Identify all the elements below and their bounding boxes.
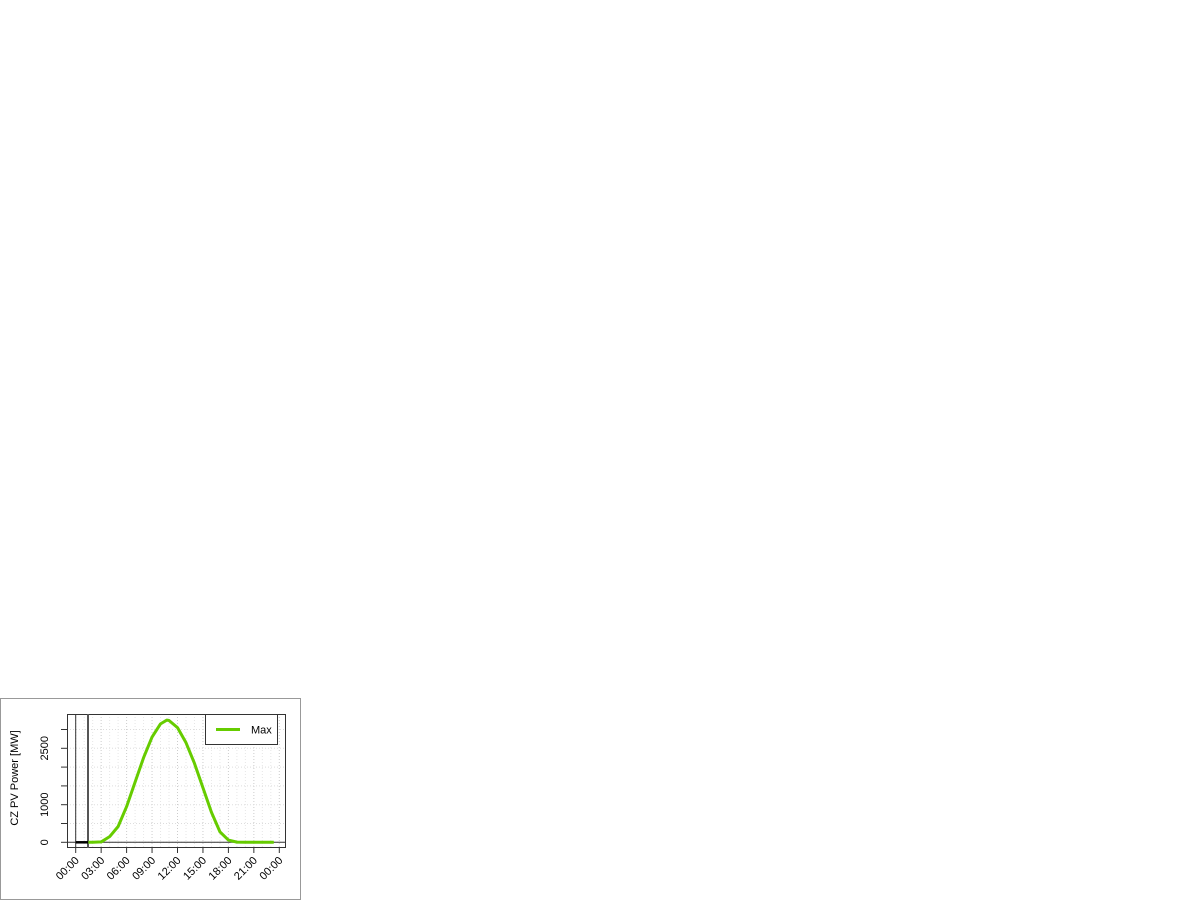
legend-label: Max bbox=[251, 725, 272, 737]
series-layer bbox=[88, 718, 274, 844]
y-tick-label: 0 bbox=[39, 839, 51, 845]
legend: Max bbox=[205, 714, 278, 745]
y-tick-label: 2500 bbox=[39, 736, 51, 760]
plot-box bbox=[67, 714, 286, 848]
y-axis-label: CZ PV Power [MW] bbox=[9, 730, 21, 825]
y-axis: 0 1000 2500 bbox=[39, 729, 67, 845]
y-tick-label: 1000 bbox=[39, 792, 51, 816]
grid bbox=[67, 714, 285, 848]
